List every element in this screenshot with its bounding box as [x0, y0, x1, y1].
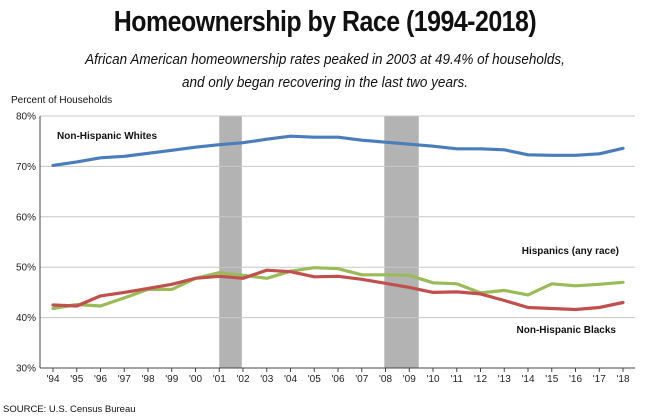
chart-title: Homeownership by Race (1994-2018) [113, 6, 537, 38]
y-tick-label: 70% [16, 162, 36, 173]
series-line-non-hispanic-blacks [51, 268, 625, 312]
x-tick-label: '96 [94, 374, 107, 385]
x-tick-label: '17 [593, 374, 606, 385]
x-tick-label: '18 [616, 374, 629, 385]
series-labels-group: Non-Hispanic Whites Hispanics (any race) N… [57, 131, 619, 336]
series-line-hispanics-any-race [51, 266, 625, 311]
x-tick-label: '00 [189, 374, 202, 385]
x-tick-label: '09 [403, 374, 416, 385]
source-note: SOURCE: U.S. Census Bureau [3, 404, 136, 415]
y-axis-title: Percent of Households [11, 95, 113, 106]
x-tick-label: '12 [474, 374, 487, 385]
y-tick-label: 60% [16, 212, 36, 223]
axes-group: 30% 40% 50% 60% 70% 80% '94 '95 '96 '97 '98 '99 '00 '… [16, 112, 635, 385]
series-label-non-hispanic-blacks: Non-Hispanic Blacks [517, 325, 617, 336]
gridlines-group [40, 115, 635, 369]
series-label-non-hispanic-whites: Non-Hispanic Whites [57, 131, 157, 142]
y-tick-label: 50% [16, 263, 36, 274]
recession-band-2 [384, 116, 419, 368]
x-tick-label: '02 [236, 374, 249, 385]
x-tick-label: '98 [141, 374, 154, 385]
x-tick-label: '94 [46, 374, 59, 385]
x-tick-label: '95 [70, 374, 83, 385]
series-line-non-hispanic-whites [51, 134, 625, 167]
y-tick-label: 40% [16, 313, 36, 324]
x-tick-label: '97 [118, 374, 131, 385]
x-tick-label: '04 [284, 374, 297, 385]
recession-band-1 [219, 116, 242, 368]
x-tick-label: '15 [545, 374, 558, 385]
x-tick-label: '10 [426, 374, 439, 385]
x-tick-label: '08 [379, 374, 392, 385]
recession-shading-group [219, 116, 419, 368]
x-tick-label: '99 [165, 374, 178, 385]
chart-subtitle-line-1: African American homeownership rates pea… [85, 51, 565, 68]
series-label-hispanics-any-race: Hispanics (any race) [522, 246, 619, 257]
x-tick-label: '13 [498, 374, 511, 385]
chart-subtitle-line-2: and only began recovering in the last tw… [182, 74, 468, 91]
x-tick-label: '03 [260, 374, 273, 385]
x-tick-label: '16 [569, 374, 582, 385]
x-tick-label: '07 [355, 374, 368, 385]
x-tick-label: '01 [213, 374, 226, 385]
x-tick-label: '14 [521, 374, 534, 385]
series-group [51, 134, 625, 312]
x-tick-label: '05 [308, 374, 321, 385]
x-tick-label: '06 [331, 374, 344, 385]
y-tick-label: 80% [16, 112, 36, 123]
x-tick-label: '11 [451, 374, 464, 385]
y-tick-label: 30% [16, 364, 36, 375]
